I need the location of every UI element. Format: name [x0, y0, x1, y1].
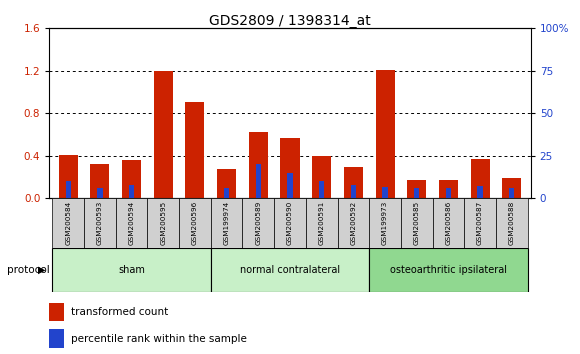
Bar: [59, 155, 78, 198]
Bar: [211, 198, 242, 248]
Bar: [211, 248, 369, 292]
Bar: [249, 132, 268, 198]
Text: GSM200593: GSM200593: [97, 201, 103, 245]
Bar: [122, 160, 141, 198]
Bar: [375, 70, 394, 198]
Bar: [281, 138, 299, 198]
Text: GSM200585: GSM200585: [414, 201, 420, 245]
Bar: [147, 198, 179, 248]
Bar: [445, 188, 451, 198]
Text: GSM200586: GSM200586: [445, 201, 451, 245]
Text: normal contralateral: normal contralateral: [240, 265, 340, 275]
Bar: [287, 173, 293, 198]
Bar: [351, 185, 356, 198]
Text: GDS2809 / 1398314_at: GDS2809 / 1398314_at: [209, 14, 371, 28]
Bar: [52, 198, 84, 248]
Bar: [256, 164, 261, 198]
Bar: [49, 303, 64, 321]
Bar: [433, 198, 464, 248]
Bar: [224, 188, 229, 198]
Bar: [312, 156, 331, 198]
Bar: [129, 185, 135, 198]
Bar: [344, 167, 363, 198]
Bar: [116, 198, 147, 248]
Bar: [49, 329, 64, 348]
Text: GSM200584: GSM200584: [66, 201, 71, 245]
Text: GSM200594: GSM200594: [129, 201, 135, 245]
Text: GSM200587: GSM200587: [477, 201, 483, 245]
Bar: [186, 102, 205, 198]
Bar: [66, 181, 71, 198]
Bar: [496, 198, 528, 248]
Bar: [306, 198, 338, 248]
Bar: [319, 181, 324, 198]
Text: GSM200588: GSM200588: [509, 201, 514, 245]
Bar: [90, 164, 110, 198]
Text: GSM200596: GSM200596: [192, 201, 198, 245]
Text: protocol: protocol: [7, 265, 50, 275]
Bar: [382, 187, 387, 198]
Text: GSM200590: GSM200590: [287, 201, 293, 245]
Bar: [217, 169, 236, 198]
Text: GSM200591: GSM200591: [318, 201, 325, 245]
Text: GSM199974: GSM199974: [224, 201, 230, 245]
Bar: [242, 198, 274, 248]
Text: ▶: ▶: [38, 265, 45, 275]
Bar: [274, 198, 306, 248]
Text: osteoarthritic ipsilateral: osteoarthritic ipsilateral: [390, 265, 507, 275]
Text: percentile rank within the sample: percentile rank within the sample: [71, 334, 247, 344]
Bar: [439, 180, 458, 198]
Text: GSM200595: GSM200595: [160, 201, 166, 245]
Bar: [154, 71, 173, 198]
Bar: [477, 186, 483, 198]
Bar: [401, 198, 433, 248]
Bar: [52, 248, 211, 292]
Bar: [509, 188, 514, 198]
Text: GSM199973: GSM199973: [382, 201, 388, 245]
Bar: [414, 188, 419, 198]
Text: GSM200589: GSM200589: [255, 201, 262, 245]
Text: GSM200592: GSM200592: [350, 201, 356, 245]
Bar: [470, 159, 490, 198]
Bar: [502, 178, 521, 198]
Bar: [407, 180, 426, 198]
Bar: [338, 198, 369, 248]
Text: transformed count: transformed count: [71, 307, 168, 317]
Text: sham: sham: [118, 265, 145, 275]
Bar: [179, 198, 211, 248]
Bar: [464, 198, 496, 248]
Bar: [97, 188, 103, 198]
Bar: [369, 248, 528, 292]
Bar: [84, 198, 116, 248]
Bar: [369, 198, 401, 248]
